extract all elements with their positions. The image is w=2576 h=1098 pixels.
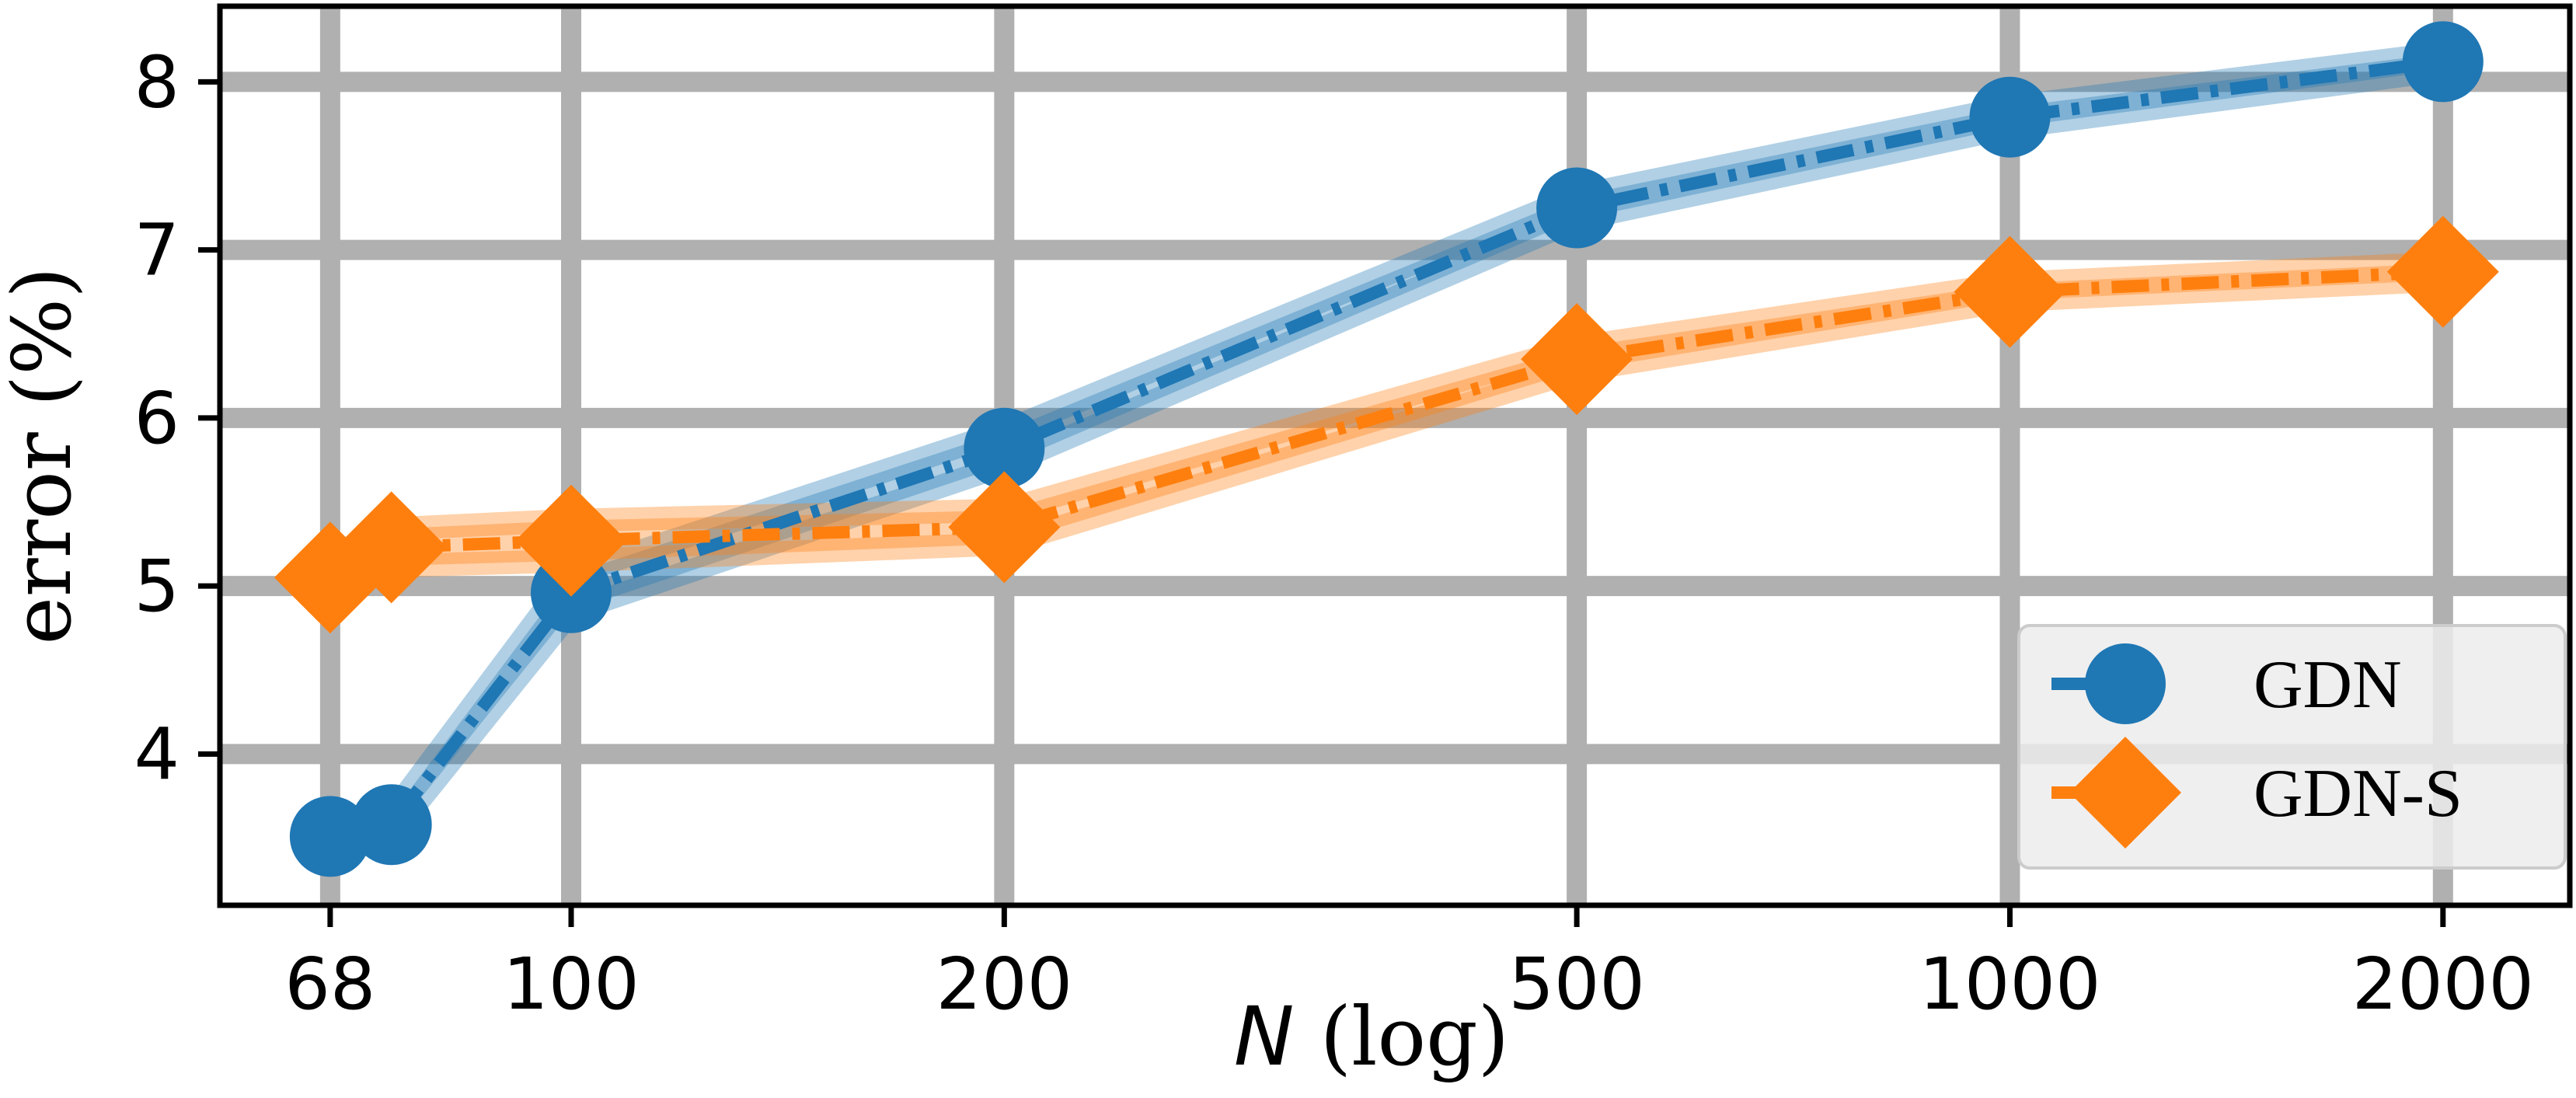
x-tick-label: 200 [936,943,1073,1026]
plot-frame [217,3,2573,908]
x-tick-label: 500 [1508,943,1645,1026]
y-tick-label: 6 [134,377,180,460]
data-point-GDN-S [514,484,627,597]
data-point-GDN-S [2386,215,2499,328]
legend: GDN GDN-S [2017,624,2567,870]
y-tick-label: 5 [134,545,180,628]
data-point-GDN [2402,21,2484,103]
grid-lines [220,6,2570,905]
x-tick-label: 2000 [2352,943,2534,1026]
series-markers [274,21,2499,877]
x-axis-label-suffix: (log) [1295,989,1510,1084]
data-point-GDN-S [1954,235,2066,348]
x-tick-label: 1000 [1919,943,2100,1026]
legend-marker-GDN-S [2069,737,2181,849]
data-point-GDN-S [1521,303,1633,416]
legend-label-GDN: GDN [2254,647,2402,723]
data-point-GDN [350,784,432,866]
legend-marker-GDN [2085,643,2166,724]
y-axis-ticks: 4 5 6 7 8 [134,40,220,796]
y-tick-label: 7 [134,209,180,292]
y-tick-label: 8 [134,40,180,124]
x-tick-label: 100 [503,943,640,1026]
data-point-GDN [289,796,371,877]
data-point-GDN [1536,167,1618,249]
data-point-GDN [1969,76,2051,158]
data-point-GDN [964,407,1045,489]
y-tick-label: 4 [134,713,180,796]
x-tick-label: 68 [284,943,375,1026]
x-axis-label: N (log) [1234,989,1509,1084]
legend-label-GDN-S: GDN-S [2254,756,2463,831]
x-axis-label-variable: N [1234,989,1295,1084]
data-point-GDN-S [335,491,448,604]
x-axis-ticks: 68 100 200 500 1000 2000 [284,905,2534,1026]
data-point-GDN-S [948,471,1061,584]
y-axis-label: error (%) [0,267,89,644]
